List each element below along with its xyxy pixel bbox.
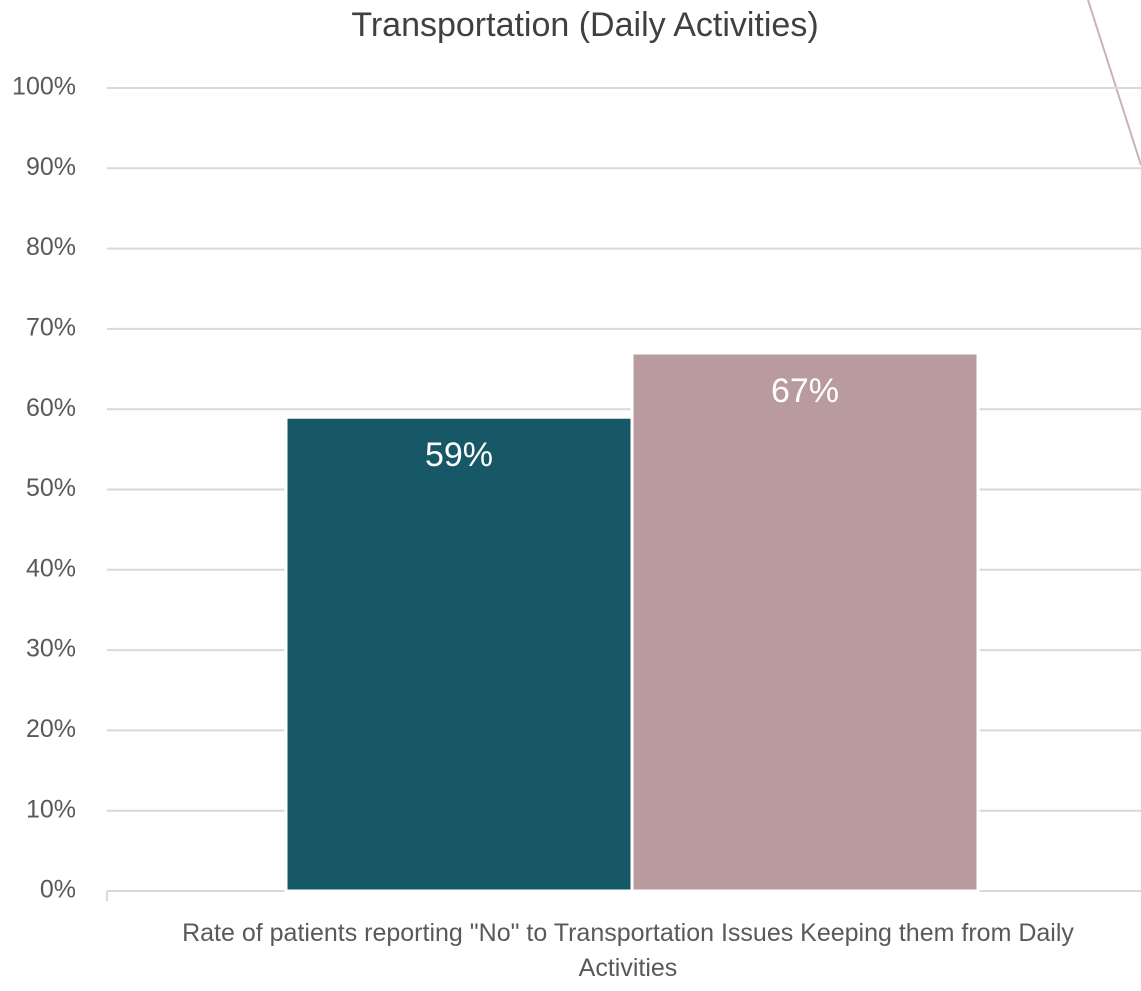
y-tick-label: 50% — [26, 474, 76, 502]
y-tick-label: 10% — [26, 795, 76, 823]
data-label: 67% — [771, 372, 839, 410]
data-label: 59% — [425, 436, 493, 474]
bar — [284, 415, 634, 893]
y-tick-label: 100% — [12, 73, 76, 101]
bar — [630, 351, 980, 893]
chart-title: Transportation (Daily Activities) — [351, 6, 818, 44]
y-tick-label: 70% — [26, 314, 76, 342]
x-category-label: Rate of patients reporting "No" to Trans… — [182, 919, 1074, 982]
y-tick-label: 30% — [26, 635, 76, 663]
y-tick-label: 0% — [40, 876, 76, 904]
y-tick-label: 40% — [26, 554, 76, 582]
y-tick-label: 90% — [26, 153, 76, 181]
y-tick-label: 60% — [26, 394, 76, 422]
decoration-line — [1087, 0, 1141, 166]
y-tick-label: 20% — [26, 715, 76, 743]
y-tick-label: 80% — [26, 233, 76, 261]
